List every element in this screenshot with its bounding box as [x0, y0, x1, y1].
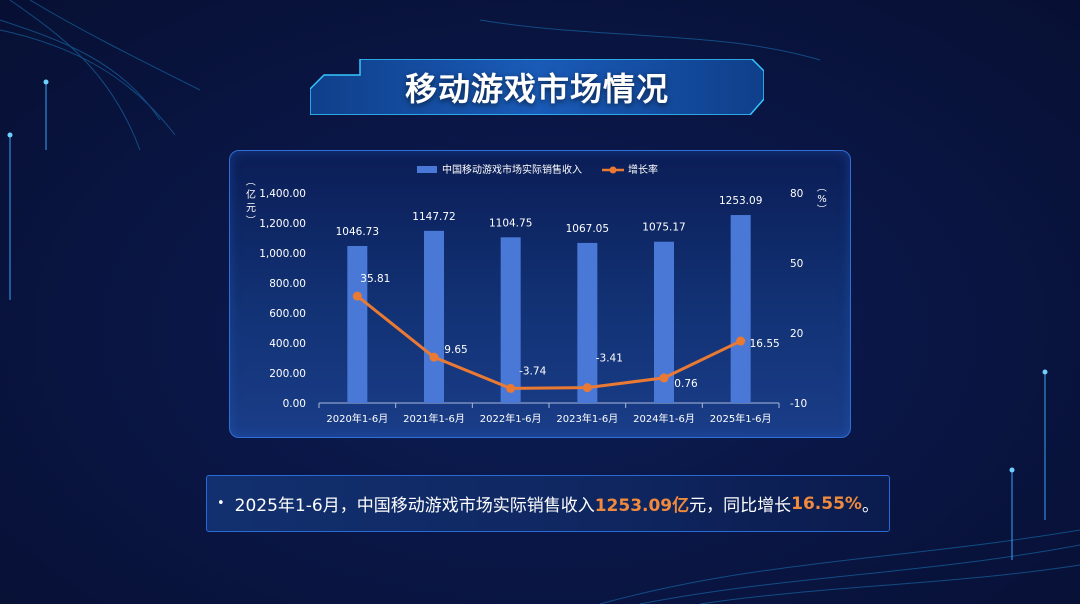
left-axis-tick-label: 1,200.00: [259, 218, 306, 230]
x-axis-tick-label: 2025年1-6月: [710, 412, 772, 425]
x-axis-tick-label: 2021年1-6月: [403, 412, 465, 425]
revenue-bar: [577, 242, 598, 403]
revenue-bar: [500, 237, 521, 403]
x-axis-tick-label: 2023年1-6月: [556, 412, 618, 425]
revenue-bar: [730, 215, 751, 403]
combo-chart: 中国移动游戏市场实际销售收入 增长率（亿元）（%）0.00200.00400.00…: [244, 163, 827, 425]
revenue-bar: [424, 230, 444, 403]
growth-rate-point: [736, 336, 746, 346]
right-axis-unit-char: （: [815, 182, 827, 192]
growth-rate-label: 35.81: [360, 273, 390, 285]
growth-rate-point: [429, 352, 439, 362]
summary-text-part1: 2025年1-6月，中国移动游戏市场实际销售收入: [234, 496, 595, 516]
revenue-bar: [654, 241, 674, 403]
right-axis-unit-char: ）: [815, 204, 827, 214]
summary-highlight-growth: 16.55%: [791, 493, 862, 514]
growth-rate-label: 16.55: [750, 338, 780, 350]
revenue-bar-label: 1147.72: [412, 211, 455, 223]
revenue-bar-label: 1067.05: [566, 223, 609, 235]
legend-line-marker: [609, 166, 617, 174]
right-axis-tick-label: 20: [790, 328, 803, 340]
growth-rate-line: [356, 294, 742, 390]
legend-line-label: 增长率: [628, 163, 658, 176]
revenue-bar-label: 1075.17: [642, 222, 685, 234]
revenue-bar-label: 1253.09: [719, 195, 762, 207]
right-axis-tick-label: 80: [790, 188, 803, 200]
growth-rate-point: [582, 383, 592, 393]
left-axis-tick-label: 600.00: [269, 308, 306, 320]
title-banner: 移动游戏市场情况: [310, 59, 764, 115]
left-axis-tick-label: 0.00: [283, 398, 306, 410]
legend-bar-swatch: [417, 166, 437, 173]
growth-rate-point: [659, 373, 669, 383]
x-axis-tick-label: 2020年1-6月: [326, 412, 388, 425]
summary-text-part3: 。: [861, 496, 879, 516]
left-axis-tick-label: 400.00: [269, 338, 306, 350]
left-axis-unit-char: 亿: [246, 188, 256, 201]
growth-rate-label: -3.74: [519, 365, 546, 377]
bullet: •: [217, 496, 225, 511]
chart-panel: 中国移动游戏市场实际销售收入 增长率（亿元）（%） 0.00 200.00 400.00…: [229, 150, 851, 438]
summary-highlight-revenue: 1253.09亿: [594, 496, 690, 516]
right-axis-tick-label: 50: [790, 258, 803, 270]
x-axis-tick-label: 2024年1-6月: [633, 412, 695, 425]
left-axis-tick-label: 1,400.00: [259, 188, 306, 200]
right-axis-unit-char: %: [817, 194, 827, 205]
right-axis-tick-label: -10: [790, 398, 807, 410]
title-frame: [310, 59, 764, 115]
page-title: 移动游戏市场情况: [404, 70, 669, 108]
legend-bar-label: 中国移动游戏市场实际销售收入: [442, 163, 582, 176]
growth-rate-label: 0.76: [674, 378, 698, 390]
left-axis-tick-label: 200.00: [269, 368, 306, 380]
x-axis-tick-label: 2022年1-6月: [480, 412, 542, 425]
revenue-bar: [347, 245, 368, 403]
left-axis-tick-label: 800.00: [269, 278, 306, 290]
left-axis-unit-char: ）: [244, 215, 256, 225]
summary-text-part2: 元，同比增长: [689, 496, 792, 516]
growth-rate-point: [506, 383, 516, 393]
growth-rate-label: -3.41: [596, 353, 623, 365]
growth-rate-point: [352, 291, 362, 301]
growth-rate-label: 9.65: [444, 344, 467, 356]
left-axis-unit-char: 元: [246, 203, 256, 214]
summary-box: • 2025年1-6月，中国移动游戏市场实际销售收入 1253.09亿 元，同比增长…: [206, 475, 890, 532]
left-axis-tick-label: 1,000.00: [259, 248, 306, 260]
revenue-bar-label: 1046.73: [336, 226, 379, 238]
revenue-bar-label: 1104.75: [489, 217, 532, 229]
left-axis-unit-char: （: [244, 176, 256, 186]
